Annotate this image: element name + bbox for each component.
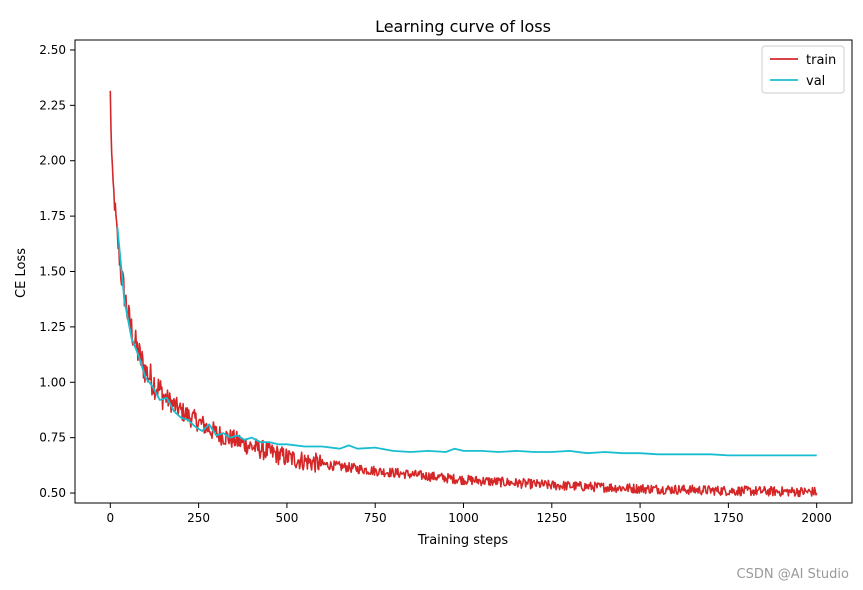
y-tick-label: 2.50 — [39, 43, 66, 57]
y-tick-label: 0.50 — [39, 486, 66, 500]
x-tick-label: 1750 — [713, 511, 744, 525]
axis-ticks: 0 250 500 750 1000 1250 1500 1750 2000 0.50 0.75 1.… — [39, 43, 832, 525]
y-tick-label: 0.75 — [39, 431, 66, 445]
x-tick-label: 500 — [275, 511, 298, 525]
y-tick-label: 1.50 — [39, 265, 66, 279]
x-axis-label: Training steps — [417, 533, 509, 548]
legend: train val — [761, 45, 845, 94]
y-tick-label: 1.00 — [39, 375, 66, 389]
legend-label-train: train — [806, 53, 836, 68]
x-tick-label: 1250 — [537, 511, 568, 525]
legend-label-val: val — [806, 74, 825, 89]
plot-frame — [74, 39, 853, 504]
series-line-train — [109, 90, 818, 498]
watermark: CSDN @AI Studio — [736, 567, 849, 582]
x-tick-label: 2000 — [801, 511, 832, 525]
plot-area — [74, 39, 853, 504]
chart-title: Learning curve of loss — [375, 17, 551, 36]
legend-box — [761, 45, 845, 94]
y-axis-label: CE Loss — [14, 248, 29, 298]
y-tick-label: 1.75 — [39, 209, 66, 223]
x-tick-label: 250 — [187, 511, 210, 525]
x-tick-label: 0 — [106, 511, 114, 525]
x-tick-label: 750 — [364, 511, 387, 525]
x-tick-label: 1500 — [625, 511, 656, 525]
y-tick-label: 1.25 — [39, 320, 66, 334]
y-tick-label: 2.00 — [39, 154, 66, 168]
series-line-val — [116, 227, 817, 457]
x-tick-label: 1000 — [448, 511, 479, 525]
y-tick-label: 2.25 — [39, 98, 66, 112]
